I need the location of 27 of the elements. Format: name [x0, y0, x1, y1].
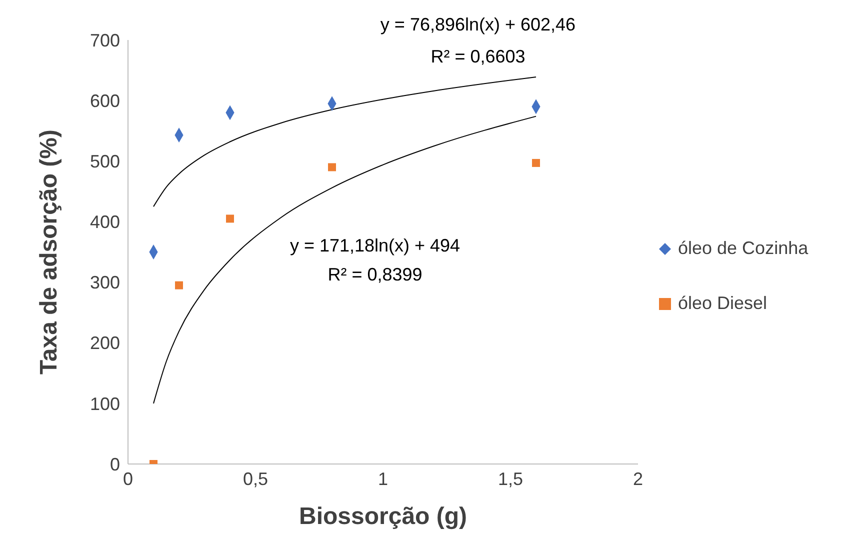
y-tick-label: 200: [90, 333, 120, 354]
y-tick-label: 0: [110, 454, 120, 474]
x-tick-label: 1,5: [498, 468, 524, 489]
line-series: [153, 116, 536, 404]
annotation: R² = 0,8399: [328, 264, 422, 286]
y-tick-label: 700: [90, 30, 120, 50]
y-axis-title: Taxa de adsorção (%): [36, 130, 63, 374]
line-series: [153, 76, 536, 208]
x-tick-label: 0: [122, 468, 134, 489]
x-tick-label: 2: [632, 468, 644, 489]
y-tick-label: 300: [90, 272, 120, 293]
text: y = 76,896ln(x) + 602,46: [380, 14, 576, 36]
annotation: R² = 0,6603: [430, 46, 526, 68]
x-tick-label: 0,5: [242, 468, 268, 489]
y-tick-label: 400: [90, 212, 120, 232]
legend-label: óleo Diesel: [678, 293, 768, 314]
point: [328, 163, 336, 172]
point: [175, 281, 183, 290]
x-axis-title: Biossorção (g): [298, 503, 468, 530]
y-tick-label: 600: [90, 90, 120, 111]
x-tick-label: 1: [378, 468, 388, 489]
annotation: y = 171,18ln(x) + 494: [290, 236, 460, 256]
y-tick-label: 100: [90, 394, 120, 414]
legend-label: óleo de Cozinha: [678, 238, 808, 259]
y-tick-label: 500: [90, 152, 120, 172]
point: [226, 214, 234, 223]
point: [532, 158, 540, 167]
